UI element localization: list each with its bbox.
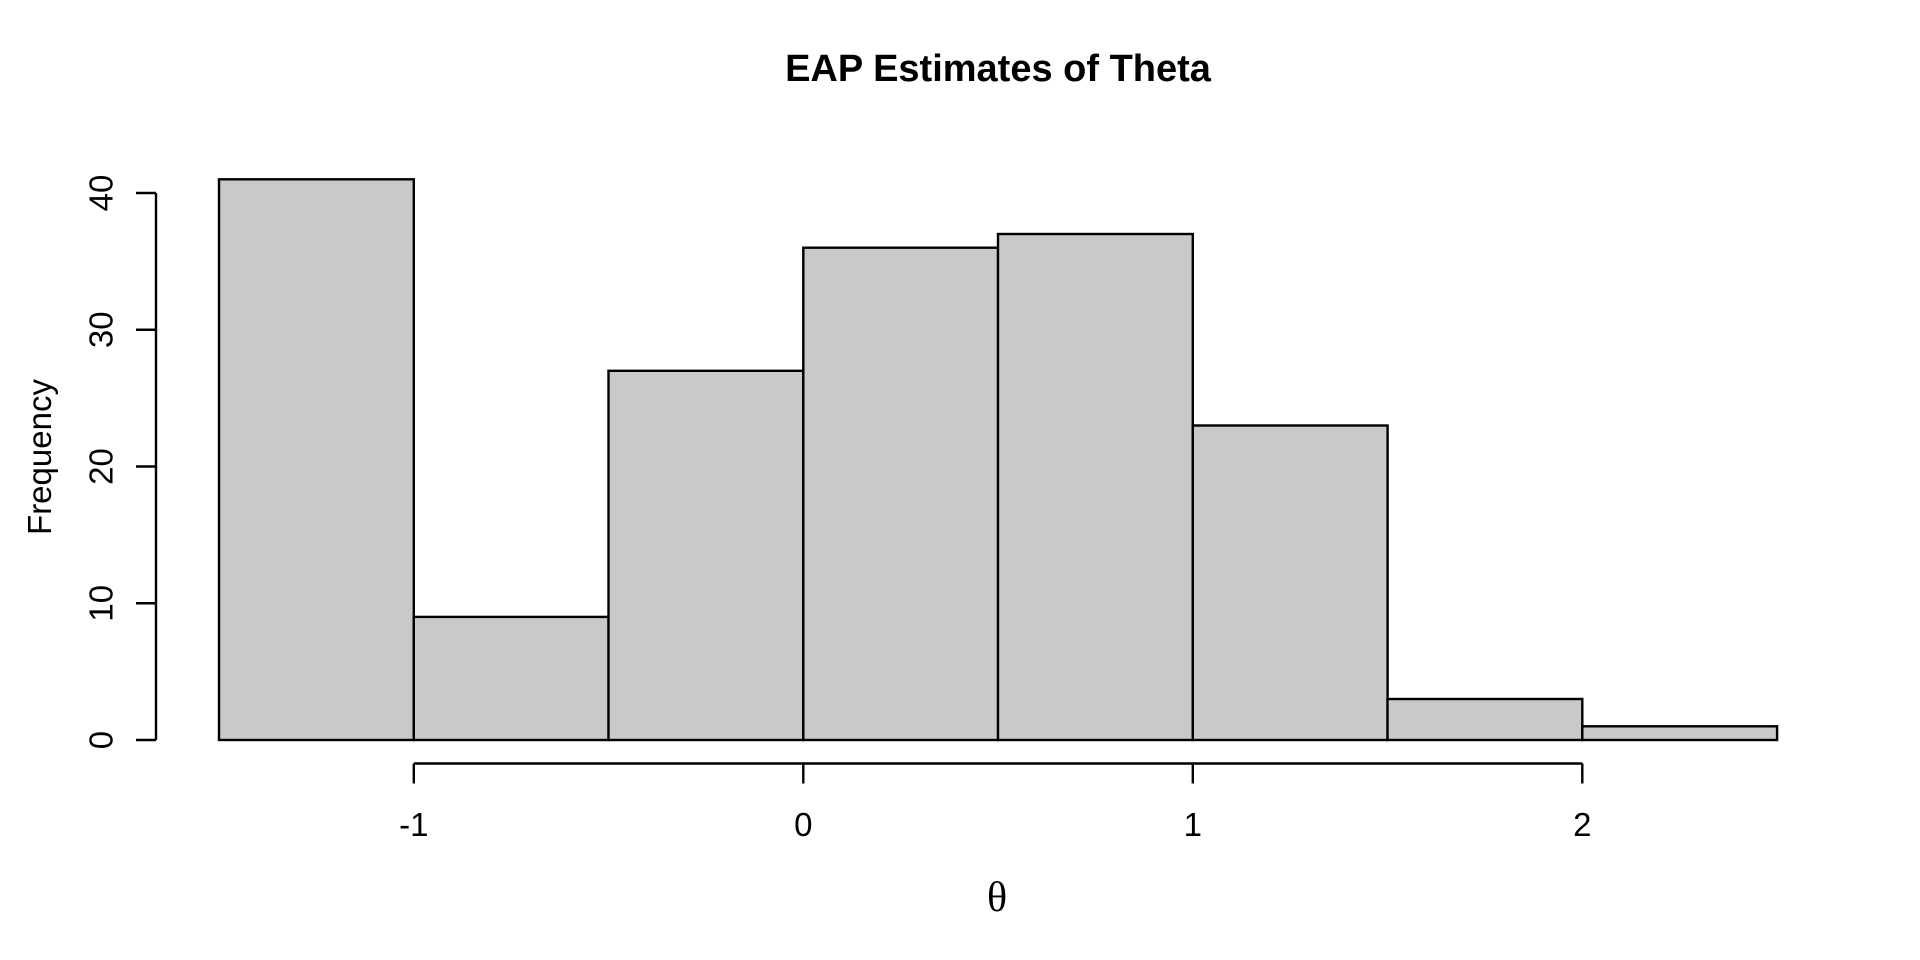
x-axis-tick-label: 2 <box>1573 806 1591 843</box>
chart-title: EAP Estimates of Theta <box>785 48 1211 90</box>
x-axis-tick-label: 0 <box>794 806 812 843</box>
x-axis-tick-label: -1 <box>399 806 428 843</box>
y-axis-label: Frequency <box>21 379 58 535</box>
histogram-bar <box>217 178 416 742</box>
histogram-bar <box>412 615 610 742</box>
histogram-bar <box>996 232 1195 742</box>
y-axis-tick-label: 20 <box>83 448 120 485</box>
y-axis-tick-label: 40 <box>83 175 120 212</box>
histogram-bar <box>607 369 805 742</box>
histogram-bar <box>802 246 1000 742</box>
histogram-bar <box>1386 697 1584 742</box>
x-axis-tick-label: 1 <box>1184 806 1202 843</box>
y-axis-tick-label: 10 <box>83 585 120 622</box>
x-axis-label: θ <box>986 875 1008 921</box>
histogram-bar <box>1191 424 1389 742</box>
y-axis-tick-label: 30 <box>83 311 120 348</box>
y-axis-tick-label: 0 <box>83 731 120 749</box>
histogram-bar <box>1581 725 1779 742</box>
